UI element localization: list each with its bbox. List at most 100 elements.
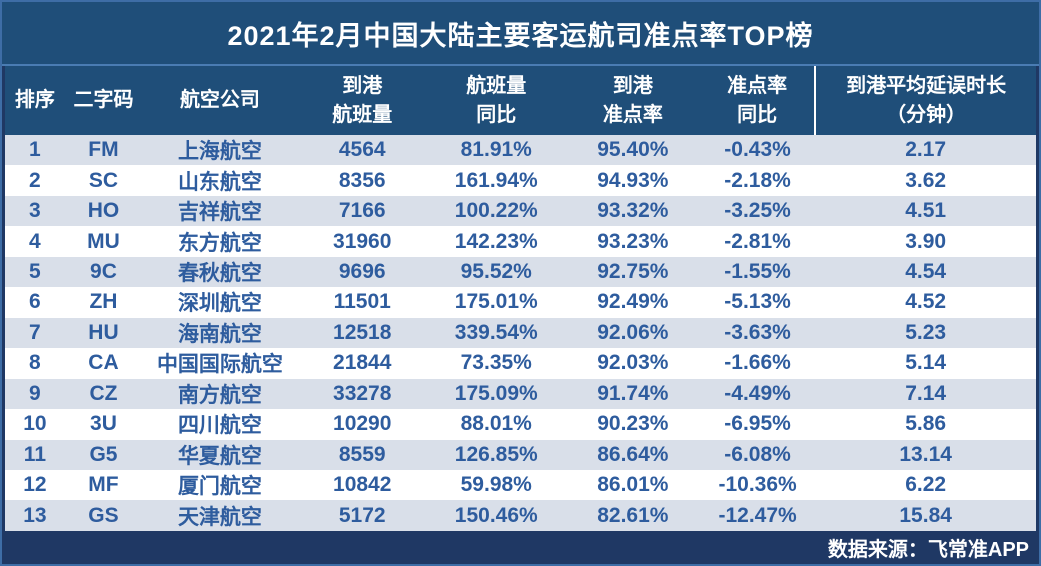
cell-flights-yoy: 175.09% xyxy=(454,381,538,405)
cell-rank: 7 xyxy=(29,320,41,344)
col-header-airline: 航空公司 xyxy=(142,66,298,135)
table-row: 8 CA 中国国际航空 21844 73.35% 92.03% -1.66% 5.14 xyxy=(5,348,1036,379)
data-source-note: 数据来源：飞常准APP xyxy=(827,539,1029,561)
table-row: 6 ZH 深圳航空 11501 175.01% 92.49% -5.13% 4.52 xyxy=(5,287,1036,318)
cell-arrival-otp: 86.64% xyxy=(597,442,669,466)
cell-arrival-otp: 93.32% xyxy=(597,199,669,223)
col-header-code: 二字码 xyxy=(64,66,143,135)
col-header-arrival-flights: 到港 航班量 xyxy=(297,66,427,135)
cell-code: MF xyxy=(88,473,119,497)
cell-otp-yoy: -1.55% xyxy=(724,260,791,284)
cell-airline: 厦门航空 xyxy=(177,475,262,499)
header-label-line2: （分钟） xyxy=(886,103,967,126)
cell-otp-yoy: -10.36% xyxy=(718,473,797,497)
cell-rank: 9 xyxy=(29,381,41,405)
cell-code: SC xyxy=(88,168,119,192)
header-label: 到港 xyxy=(342,74,383,97)
table-row: 11 G5 华夏航空 8559 126.85% 86.64% -6.08% 13.14 xyxy=(5,439,1036,470)
cell-avg-delay: 15.84 xyxy=(899,503,952,527)
header-label: 航空公司 xyxy=(179,89,260,111)
cell-arrival-otp: 94.93% xyxy=(597,168,669,192)
cell-otp-yoy: -6.08% xyxy=(724,442,791,466)
table-body: 1 FM 上海航空 4564 81.91% 95.40% -0.43% 2.17 2 SC 山东航空… xyxy=(5,135,1036,531)
cell-otp-yoy: -3.63% xyxy=(724,320,791,344)
cell-arrival-flights: 10290 xyxy=(333,412,392,436)
header-row: 排序 二字码 航空公司 到港 航班量 xyxy=(5,66,1036,135)
col-header-rank: 排序 xyxy=(5,66,65,135)
table-wrap: 排序 二字码 航空公司 到港 航班量 xyxy=(2,66,1039,531)
header-label-line2: 同比 xyxy=(476,103,517,126)
cell-arrival-flights: 11501 xyxy=(333,290,391,314)
cell-flights-yoy: 126.85% xyxy=(454,442,538,466)
cell-arrival-flights: 8356 xyxy=(338,168,386,192)
cell-code: CA xyxy=(88,351,119,375)
cell-rank: 3 xyxy=(29,199,41,223)
cell-arrival-otp: 93.23% xyxy=(597,229,669,253)
header-label: 准点率 xyxy=(727,74,788,97)
col-header-avg-delay: 到港平均延误时长 （分钟） xyxy=(814,66,1036,135)
cell-avg-delay: 6.22 xyxy=(905,473,947,497)
cell-avg-delay: 4.52 xyxy=(905,290,947,314)
cell-code: MU xyxy=(87,229,120,253)
cell-code: G5 xyxy=(89,442,118,466)
table-header: 排序 二字码 航空公司 到港 航班量 xyxy=(5,66,1036,135)
cell-code: CZ xyxy=(89,381,118,405)
table-row: 10 3U 四川航空 10290 88.01% 90.23% -6.95% 5.86 xyxy=(5,409,1036,440)
header-label-line2: 准点率 xyxy=(602,103,663,126)
cell-code: 9C xyxy=(90,260,117,284)
title-bar: 2021年2月中国大陆主要客运航司准点率TOP榜 xyxy=(2,2,1039,66)
cell-airline: 四川航空 xyxy=(177,414,262,438)
table-row: 12 MF 厦门航空 10842 59.98% 86.01% -10.36% 6.22 xyxy=(5,469,1036,501)
cell-avg-delay: 3.62 xyxy=(905,168,947,192)
cell-otp-yoy: -2.18% xyxy=(724,168,791,192)
table-row: 3 HO 吉祥航空 7166 100.22% 93.32% -3.25% 4.51 xyxy=(5,195,1036,227)
cell-code: FM xyxy=(88,138,119,162)
cell-otp-yoy: -0.43% xyxy=(724,138,791,162)
cell-arrival-flights: 12518 xyxy=(333,320,392,344)
cell-rank: 11 xyxy=(23,442,46,466)
cell-airline: 华夏航空 xyxy=(177,444,262,468)
cell-airline: 东方航空 xyxy=(177,231,262,255)
cell-otp-yoy: -5.13% xyxy=(724,290,791,314)
cell-arrival-flights: 8559 xyxy=(338,442,386,466)
cell-flights-yoy: 142.23% xyxy=(454,229,538,253)
cell-arrival-otp: 92.75% xyxy=(597,260,669,284)
col-header-otp-yoy: 准点率 同比 xyxy=(699,66,816,135)
cell-avg-delay: 5.23 xyxy=(905,320,947,344)
cell-rank: 10 xyxy=(23,412,47,436)
cell-airline: 上海航空 xyxy=(177,140,262,164)
cell-arrival-otp: 82.61% xyxy=(597,503,669,527)
cell-arrival-flights: 10842 xyxy=(333,473,392,497)
cell-avg-delay: 13.14 xyxy=(899,442,952,466)
table-row: 2 SC 山东航空 8356 161.94% 94.93% -2.18% 3.62 xyxy=(5,165,1036,196)
cell-arrival-flights: 9696 xyxy=(338,260,386,284)
header-label: 到港 xyxy=(612,74,653,97)
cell-arrival-otp: 92.49% xyxy=(597,290,669,314)
cell-otp-yoy: -12.47% xyxy=(718,503,797,527)
cell-avg-delay: 3.90 xyxy=(905,229,947,253)
cell-otp-yoy: -2.81% xyxy=(724,229,791,253)
col-header-flights-yoy: 航班量 同比 xyxy=(426,66,566,135)
cell-arrival-flights: 5172 xyxy=(338,503,386,527)
cell-flights-yoy: 339.54% xyxy=(454,320,538,344)
header-label-line2: 航班量 xyxy=(332,103,393,126)
cell-flights-yoy: 81.91% xyxy=(460,138,532,162)
cell-otp-yoy: -4.49% xyxy=(724,381,791,405)
cell-arrival-otp: 91.74% xyxy=(597,381,669,405)
cell-airline: 中国国际航空 xyxy=(156,353,283,377)
cell-code: HU xyxy=(88,320,119,344)
cell-rank: 13 xyxy=(23,503,47,527)
cell-flights-yoy: 88.01% xyxy=(460,412,532,436)
cell-rank: 2 xyxy=(29,168,41,192)
cell-avg-delay: 5.86 xyxy=(905,412,947,436)
cell-code: GS xyxy=(88,503,119,527)
cell-airline: 山东航空 xyxy=(177,170,262,194)
cell-otp-yoy: -6.95% xyxy=(724,412,791,436)
cell-rank: 5 xyxy=(29,260,41,284)
cell-code: ZH xyxy=(89,290,118,314)
cell-arrival-otp: 92.03% xyxy=(597,351,669,375)
cell-flights-yoy: 95.52% xyxy=(460,260,532,284)
cell-arrival-flights: 31960 xyxy=(333,229,392,253)
cell-arrival-otp: 92.06% xyxy=(597,320,669,344)
